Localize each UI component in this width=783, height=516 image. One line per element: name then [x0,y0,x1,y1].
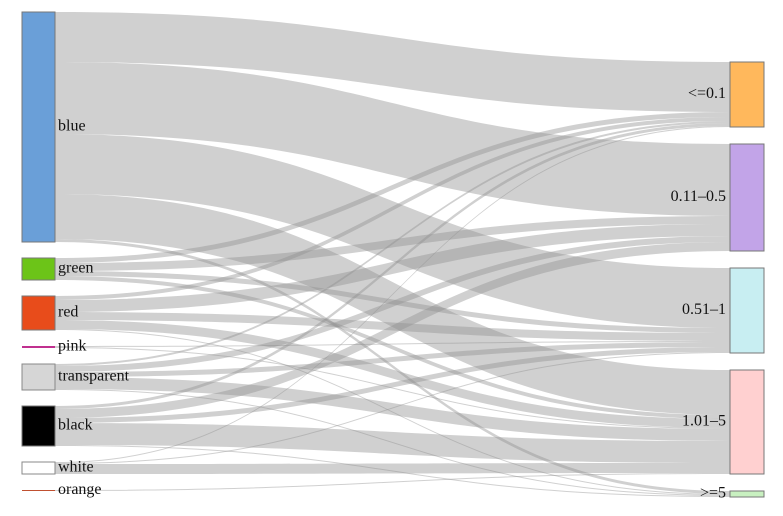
link [55,473,730,491]
link [55,342,730,377]
link [55,329,730,495]
links [55,12,730,497]
link [55,12,730,112]
link [55,463,730,474]
link [55,134,730,328]
node-label: black [58,417,93,434]
node [21,461,56,475]
node [21,405,56,447]
link [55,389,730,496]
link [55,117,730,300]
link [55,347,730,429]
link [55,242,730,418]
node [729,61,765,128]
link [55,112,730,263]
node [729,143,765,252]
link [55,126,730,463]
link [55,194,730,415]
link [55,320,730,428]
node-label: pink [58,338,86,355]
link [55,121,730,366]
link [55,341,730,347]
node-label: green [58,260,94,277]
node [729,267,765,354]
node-label: transparent [58,368,130,385]
link [55,423,730,463]
link [55,377,730,441]
node [21,363,56,391]
node [21,295,56,331]
link [55,445,730,497]
link [55,123,730,409]
node-label: white [58,459,94,476]
link [55,224,730,312]
node-label: 0.51–1 [682,301,726,318]
link [55,312,730,341]
link [55,271,730,333]
node-label: <=0.1 [688,85,726,102]
link [55,236,730,372]
node-label: orange [58,481,102,498]
node-label: 1.01–5 [682,413,726,430]
link [55,352,730,464]
node-label: red [58,304,78,321]
node-label: blue [58,118,86,135]
link [55,276,730,419]
link [55,239,730,494]
link [55,347,730,423]
node [729,490,765,498]
node-label: >=5 [700,485,726,502]
link [55,62,730,216]
node [21,11,56,243]
node-label: 0.11–0.5 [671,188,726,205]
node [22,490,55,491]
node [22,346,55,348]
node [729,369,765,475]
link [55,216,730,271]
node [21,257,56,281]
